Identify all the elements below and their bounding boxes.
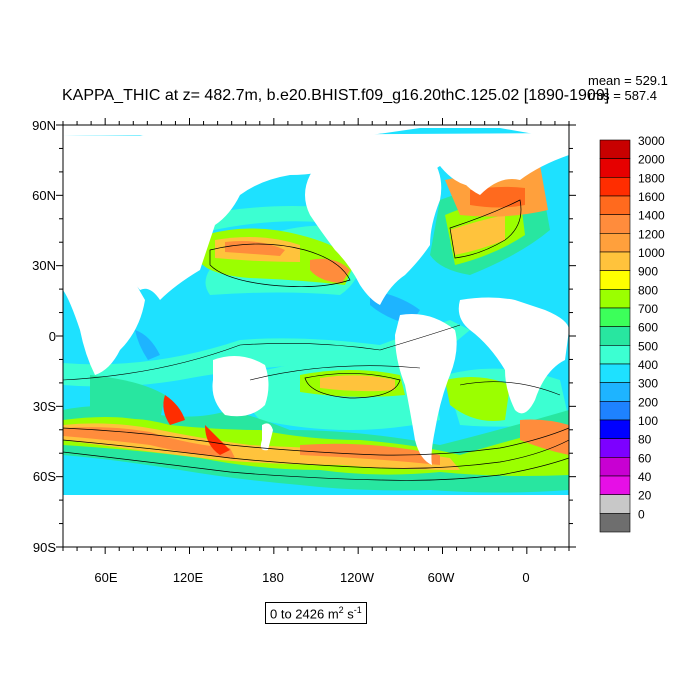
colorbar-label: 700 xyxy=(638,302,658,316)
colorbar-label: 300 xyxy=(638,377,658,391)
contour-line xyxy=(249,365,421,381)
colorbar-label: 100 xyxy=(638,414,658,428)
lat-tick-label: 60N xyxy=(32,188,56,203)
land-north-america xyxy=(305,148,442,305)
colorbar-label: 900 xyxy=(638,265,658,279)
lon-tick-label: 180 xyxy=(262,570,284,585)
lon-tick-label: 0 xyxy=(522,570,529,585)
contour-line xyxy=(459,381,561,396)
colorbar-swatch xyxy=(599,401,631,421)
lat-tick-label: 30S xyxy=(33,399,56,414)
colorbar-swatch xyxy=(599,177,631,197)
colorbar-swatch xyxy=(599,214,631,234)
colorbar-label: 60 xyxy=(638,451,652,465)
colorbar-swatch xyxy=(599,438,631,458)
contour-line xyxy=(304,373,401,399)
lon-tick-label: 120E xyxy=(173,570,204,585)
lat-tick-label: 90S xyxy=(33,540,56,555)
colorbar-swatch xyxy=(599,270,631,290)
colorbar-swatch xyxy=(599,363,631,383)
colorbar-label: 200 xyxy=(638,395,658,409)
colorbar-swatch xyxy=(599,158,631,178)
field-band xyxy=(135,330,160,360)
axis-ticks xyxy=(56,118,576,554)
colorbar-swatch xyxy=(599,251,631,271)
contour-line xyxy=(449,199,522,259)
range-unit-mid: s xyxy=(343,606,354,622)
contour-line xyxy=(63,439,569,469)
colorbar-label: 0 xyxy=(638,507,645,521)
lat-tick-label: 90N xyxy=(32,118,56,133)
field-band xyxy=(445,376,510,421)
range-unit-exp2: -1 xyxy=(353,605,362,615)
land-new-zealand xyxy=(260,423,273,451)
field-band xyxy=(310,258,350,283)
contour-line xyxy=(63,451,569,481)
field-band xyxy=(63,320,470,387)
map-field xyxy=(63,125,569,547)
colorbar-label: 400 xyxy=(638,358,658,372)
colorbar-label: 800 xyxy=(638,283,658,297)
colorbar-label: 80 xyxy=(638,433,652,447)
rms-stat: rms = 587.4 xyxy=(588,88,658,103)
contour-line xyxy=(63,324,461,381)
lon-tick-label: 120W xyxy=(340,570,375,585)
colorbar-swatch xyxy=(599,475,631,495)
colorbar-label: 600 xyxy=(638,321,658,335)
range-unit-exp1: 2 xyxy=(338,605,344,615)
colorbar-swatch xyxy=(599,139,631,159)
colorbar-swatch xyxy=(599,494,631,514)
colorbar: 3000200018001600140012001000900800700600… xyxy=(599,134,665,533)
colorbar-label: 500 xyxy=(638,339,658,353)
land-australia xyxy=(212,356,269,417)
field-band xyxy=(63,427,235,458)
lat-tick-label: 0 xyxy=(49,329,56,344)
lon-tick-label: 60W xyxy=(428,570,455,585)
colorbar-label: 1400 xyxy=(638,209,665,223)
mean-stat: mean = 529.1 xyxy=(588,73,668,88)
data-range-label: 0 to 2426 m2 s-1 xyxy=(265,602,367,625)
colorbar-label: 20 xyxy=(638,489,652,503)
lat-tick-label: 30N xyxy=(32,258,56,273)
lat-tick-label: 60S xyxy=(33,469,56,484)
colorbar-swatch xyxy=(599,289,631,309)
colorbar-swatch xyxy=(599,195,631,215)
colorbar-swatch xyxy=(599,513,631,533)
colorbar-swatch xyxy=(599,457,631,477)
range-text: 0 to 2426 m xyxy=(270,606,339,622)
colorbar-label: 2000 xyxy=(638,153,665,167)
field-band xyxy=(450,215,505,255)
colorbar-label: 3000 xyxy=(638,134,665,148)
land-greenland xyxy=(430,145,502,187)
land-africa-east-edge xyxy=(458,297,569,414)
antarctica-land xyxy=(63,495,569,547)
land-eurasia xyxy=(63,133,569,300)
field-band xyxy=(205,425,230,455)
colorbar-swatch xyxy=(599,326,631,346)
lon-tick-label: 60E xyxy=(94,570,117,585)
colorbar-label: 40 xyxy=(638,470,652,484)
field-band xyxy=(90,375,165,420)
colorbar-swatch xyxy=(599,419,631,439)
colorbar-label: 1800 xyxy=(638,171,665,185)
land-south-america xyxy=(395,314,457,465)
colorbar-label: 1600 xyxy=(638,190,665,204)
colorbar-label: 1200 xyxy=(638,227,665,241)
contour-line xyxy=(209,243,351,287)
plot-title: KAPPA_THIC at z= 482.7m, b.e20.BHIST.f09… xyxy=(62,87,610,104)
colorbar-swatch xyxy=(599,345,631,365)
contour-line xyxy=(63,427,569,456)
field-band xyxy=(470,186,525,208)
colorbar-label: 1000 xyxy=(638,246,665,260)
field-band xyxy=(163,395,185,425)
colorbar-swatch xyxy=(599,382,631,402)
colorbar-swatch xyxy=(599,233,631,253)
field-band xyxy=(320,375,395,392)
colorbar-swatch xyxy=(599,307,631,327)
